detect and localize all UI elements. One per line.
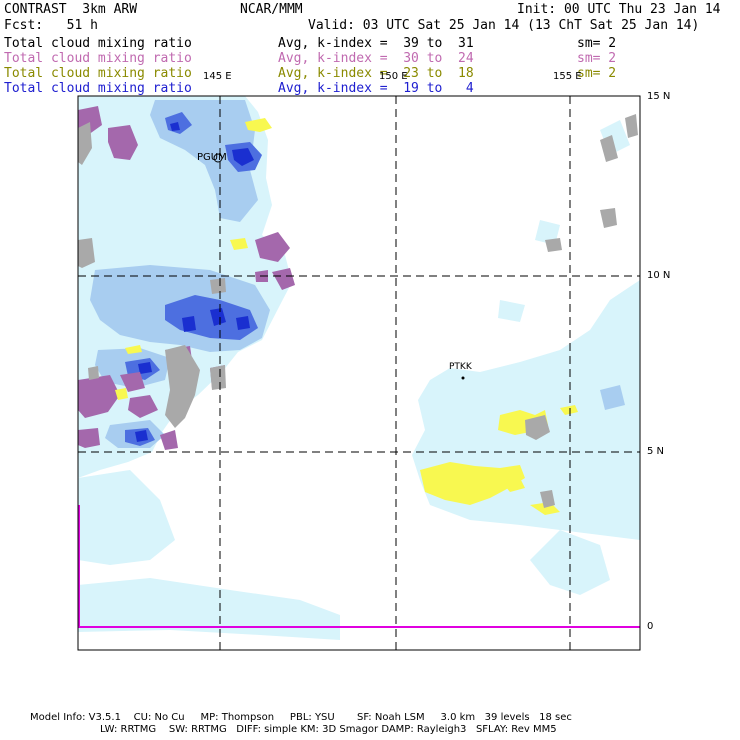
legend-field-4: Total cloud mixing ratio: [4, 81, 192, 96]
cloud-dense-south: [125, 358, 160, 446]
model-info-line1: Model Info: V3.5.1 CU: No Cu MP: Thompso…: [30, 712, 572, 723]
legend-smooth-3: sm= 2: [577, 66, 617, 81]
equator-line: [78, 505, 640, 628]
legend-range-3: Avg, k-index = 23 to 18: [278, 66, 474, 81]
legend-range-1: Avg, k-index = 39 to 31: [278, 36, 474, 51]
station-pgum-marker: [213, 153, 223, 163]
cloud-medium-small: [105, 385, 625, 448]
cloud-light-east-2: [530, 530, 610, 595]
legend-field-1: Total cloud mixing ratio: [4, 36, 192, 51]
legend-range-2: Avg, k-index = 30 to 24: [278, 51, 474, 66]
lon-label-145: 145 E: [203, 71, 232, 82]
legend-range-4: Avg, k-index = 19 to 4: [278, 81, 474, 96]
cloud-light-south-band: [78, 578, 340, 640]
valid-time: Valid: 03 UTC Sat 25 Jan 14 (13 ChT Sat …: [308, 18, 700, 33]
lon-label-150: 150 E: [379, 71, 408, 82]
station-label-pgum: PGUM: [197, 152, 227, 163]
lat-label-10n: 10 N: [647, 270, 671, 281]
station-label-ptkk: PTKK: [449, 362, 472, 372]
init-time: Init: 00 UTC Thu 23 Jan 14: [517, 2, 721, 17]
legend-field-3: Total cloud mixing ratio: [4, 66, 192, 81]
map-field: [78, 96, 640, 650]
lat-label-15n: 15 N: [647, 91, 671, 102]
map-frame: [77, 95, 641, 651]
cloud-core-1: [135, 122, 254, 442]
model-info-line2: LW: RRTMG SW: RRTMG DIFF: simple KM: 3D …: [100, 724, 557, 735]
lat-label-0: 0: [647, 621, 654, 632]
cloud-light-west-lower: [78, 470, 175, 565]
forecast-hour: Fcst: 51 h: [4, 18, 98, 33]
cloud-light-east-3: [498, 120, 630, 322]
legend-field-2: Total cloud mixing ratio: [4, 51, 192, 66]
legend-smooth-2: sm= 2: [577, 51, 617, 66]
lon-label-155: 155 E: [553, 71, 582, 82]
station-ptkk-marker: [461, 376, 465, 380]
lat-lon-grid: [78, 96, 640, 650]
org-label: NCAR/MMM: [240, 2, 303, 17]
legend-smooth-1: sm= 2: [577, 36, 617, 51]
lat-label-5n: 5 N: [647, 446, 665, 457]
model-title: CONTRAST 3km ARW: [4, 2, 138, 17]
